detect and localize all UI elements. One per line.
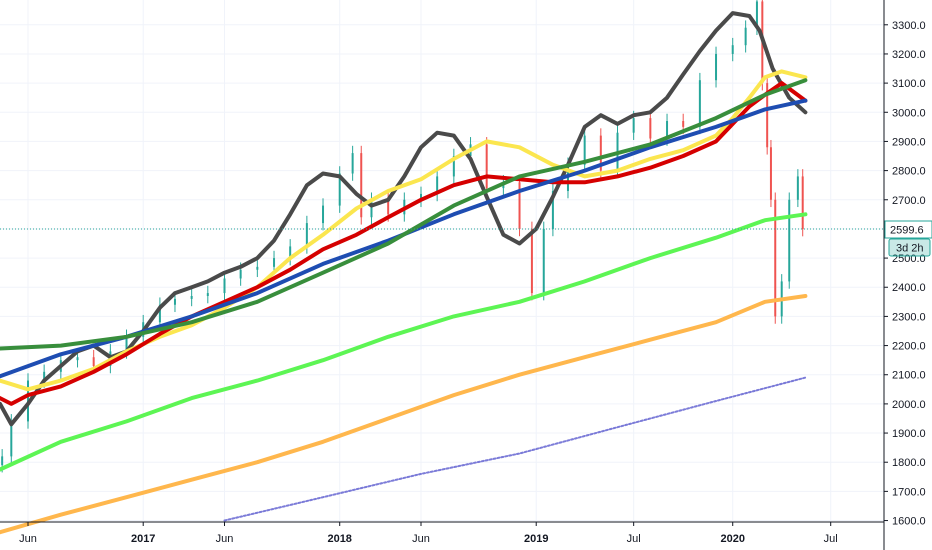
x-tick-label: Jun (216, 533, 234, 545)
y-tick-label: 3200.0 (892, 49, 926, 61)
y-tick-label: 2800.0 (892, 166, 926, 178)
candle-body (649, 118, 652, 139)
candle-body (632, 118, 635, 133)
y-tick-label: 2000.0 (892, 399, 926, 411)
candle-body (360, 153, 363, 218)
candle-body (1, 456, 4, 466)
y-tick-label: 2300.0 (892, 311, 926, 323)
candle-body (256, 266, 259, 270)
x-tick-label: Jul (824, 533, 838, 545)
candle-body (599, 135, 602, 171)
y-tick-label: 2700.0 (892, 195, 926, 207)
candle-body (801, 176, 804, 230)
candle-body (206, 293, 209, 296)
candle-body (530, 228, 533, 294)
x-tick-label: 2018 (327, 533, 351, 545)
candle-body (788, 199, 791, 282)
y-tick-label: 1800.0 (892, 457, 926, 469)
candle-body (370, 199, 373, 218)
candle-body (158, 304, 161, 323)
x-tick-label: 2017 (131, 533, 155, 545)
y-tick-label: 2100.0 (892, 370, 926, 382)
candle-body (583, 135, 586, 165)
price-tag: 2599.6 3d 2h (884, 220, 932, 257)
candle-body (766, 83, 769, 148)
candle-body (551, 191, 554, 229)
x-tick-label: 2019 (524, 533, 548, 545)
candle-body (452, 156, 455, 177)
y-tick-label: 3000.0 (892, 107, 926, 119)
candle-body (420, 193, 423, 200)
y-tick-label: 3300.0 (892, 20, 926, 32)
candle-body (682, 121, 685, 127)
price-axis[interactable] (884, 0, 932, 550)
x-tick-label: Jun (19, 533, 37, 545)
series-line-7 (0, 294, 808, 535)
price-axis-labels: 1600.0 1700.0 1800.0 1900.0 2000.0 2100.0 2200… (884, 20, 926, 528)
candle-body (173, 298, 176, 305)
candle-body (755, 1, 758, 28)
y-tick-label: 2900.0 (892, 136, 926, 148)
candle-body (43, 371, 46, 381)
candle-body (351, 153, 354, 174)
candle-body (715, 53, 718, 81)
candle-body (769, 147, 772, 200)
y-tick-label: 2200.0 (892, 341, 926, 353)
price-tag-label: 2599.6 (890, 225, 924, 237)
candle-body (92, 357, 95, 366)
y-tick-label: 1600.0 (892, 516, 926, 528)
countdown-label: 3d 2h (896, 243, 924, 255)
candle-body (322, 205, 325, 224)
y-tick-label: 1900.0 (892, 428, 926, 440)
candle-body (436, 176, 439, 194)
candle-body (796, 176, 799, 200)
x-tick-label: Jul (627, 533, 641, 545)
candle-body (239, 269, 242, 279)
candle-body (698, 80, 701, 127)
candle-body (273, 258, 276, 267)
series-line-1 (0, 11, 808, 427)
candle-body (666, 121, 669, 139)
candle-body (774, 199, 777, 317)
y-tick-label: 2400.0 (892, 282, 926, 294)
candle-body (10, 421, 13, 457)
candle-body (305, 223, 308, 247)
candle-body (518, 182, 521, 229)
series-line-5 (0, 78, 808, 351)
moving-average-lines (0, 11, 808, 535)
y-tick-label: 1700.0 (892, 486, 926, 498)
candle-body (744, 27, 747, 46)
series-line-6 (0, 212, 808, 472)
candle-body (338, 173, 341, 206)
y-tick-label: 3100.0 (892, 78, 926, 90)
candle-body (190, 295, 193, 299)
series-line-8 (223, 376, 807, 522)
candle-body (731, 45, 734, 54)
x-tick-label: Jun (412, 533, 430, 545)
candle-body (289, 246, 292, 259)
candle-body (542, 228, 545, 294)
countdown-box (888, 238, 931, 257)
candle-body (76, 357, 79, 361)
candle-body (223, 278, 226, 294)
candle-body (125, 336, 128, 352)
series-line-3 (0, 81, 808, 406)
x-tick-label: 2020 (720, 533, 744, 545)
candle-body (485, 144, 488, 189)
time-axis-labels: Jun 2017 Jun 2018 Jun 2019 Jul 2020 Jul (0, 521, 884, 545)
candle-body (387, 199, 390, 215)
price-tag-box (884, 220, 932, 239)
